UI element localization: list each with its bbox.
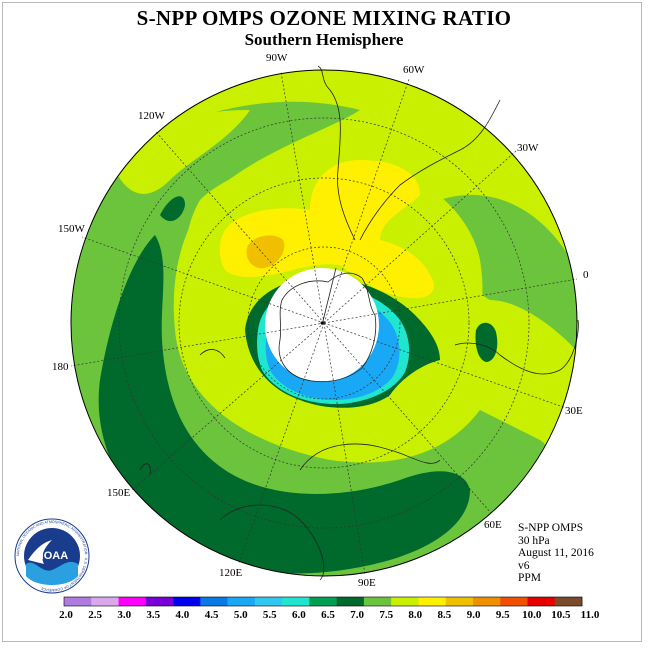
colorbar-swatches [63, 596, 583, 607]
south-america-coast [317, 65, 501, 241]
info-version: v6 [518, 559, 530, 572]
meridian-90e [323, 322, 366, 576]
antarctic-peninsula [321, 267, 337, 326]
colorbar-tick-label: 11.0 [581, 609, 600, 621]
colorbar-swatch [200, 597, 228, 606]
colorbar-swatch [91, 597, 119, 606]
lon-label-120e: 120E [219, 567, 243, 579]
south-pole-marker [320, 321, 324, 325]
colorbar-tick-label: 2.0 [59, 609, 73, 621]
ozone-dark-green-spot-west [160, 196, 185, 222]
colorbar-swatch [418, 597, 446, 606]
colorbar-swatch [527, 597, 556, 606]
noaa-logo-wave [26, 561, 78, 585]
colorbar-tick-label: 5.5 [263, 609, 277, 621]
colorbar-tick-label: 10.5 [551, 609, 571, 621]
latitude-circle-70 [247, 246, 401, 400]
lon-label-30e: 30E [565, 405, 583, 417]
latitude-circle-50 [178, 177, 470, 469]
meridian-30e [323, 322, 567, 409]
colorbar-ticks: 2.0 2.5 3.0 3.5 4.0 4.5 5.0 5.5 6.0 6.5 7.0 7.5 8.0 8… [59, 609, 600, 621]
noaa-logo-text: NOAA [36, 550, 68, 562]
colorbar-swatch [145, 597, 174, 606]
colorbar-tick-label: 5.0 [234, 609, 248, 621]
info-level: 30 hPa [518, 534, 550, 547]
colorbar-tick-label: 3.0 [117, 609, 131, 621]
meridian-180 [70, 322, 325, 367]
colorbar-tick-label: 6.5 [321, 609, 335, 621]
noaa-logo-gull [28, 540, 52, 564]
lon-label-180: 180 [52, 361, 69, 373]
ozone-region-orange [246, 235, 285, 269]
lon-label-150w: 150W [58, 223, 86, 235]
lon-label-150e: 150E [107, 487, 131, 499]
info-block: S-NPP OMPS 30 hPa August 11, 2016 v6 PPM [518, 522, 594, 585]
lon-label-60w: 60W [403, 64, 425, 76]
latitude-circle-30 [118, 117, 530, 529]
lon-label-60e: 60E [484, 519, 502, 531]
lon-label-120w: 120W [138, 110, 166, 122]
colorbar-swatch [363, 597, 392, 606]
colorbar-swatch [445, 597, 474, 606]
ozone-region-lime-nw [115, 110, 250, 194]
colorbar-swatch [173, 597, 201, 606]
lon-label-90w: 90W [266, 52, 288, 64]
colorbar-border [63, 596, 583, 607]
colorbar-tick-label: 8.0 [408, 609, 422, 621]
colorbar-swatch [554, 597, 583, 606]
colorbar-tick-label: 9.0 [467, 609, 481, 621]
colorbar-swatch [227, 597, 256, 606]
graticule [70, 71, 578, 576]
colorbar-tick-label: 6.0 [292, 609, 306, 621]
antarctica-coast [278, 272, 377, 383]
info-date: August 11, 2016 [518, 547, 594, 560]
colorbar-swatch [500, 597, 528, 606]
meridian-60w [323, 78, 410, 324]
meridian-120e [238, 322, 325, 564]
colorbar-swatch [64, 597, 92, 606]
map-title: S-NPP OMPS OZONE MIXING RATIO [136, 6, 512, 30]
australia-coast [219, 443, 441, 581]
colorbar-swatch [118, 597, 147, 606]
colorbar-tick-label: 9.5 [496, 609, 510, 621]
meridian-90w [280, 71, 325, 324]
lon-label-0: 0 [583, 269, 589, 281]
map-disc-border [70, 69, 578, 577]
colorbar-tick-label: 7.5 [379, 609, 393, 621]
colorbar-swatch [391, 597, 419, 606]
africa-south-coast [454, 319, 579, 375]
colorbar-swatch [282, 597, 310, 606]
colorbar-swatch [309, 597, 337, 606]
map-subtitle: Southern Hemisphere [244, 30, 404, 49]
new-zealand-coast [139, 349, 226, 476]
meridian-30w [323, 150, 517, 324]
ozone-region-green-east [440, 194, 577, 360]
colorbar-swatch [336, 597, 365, 606]
colorbar-tick-label: 4.5 [205, 609, 219, 621]
colorbar-tick-label: 3.5 [146, 609, 160, 621]
colorbar-swatch [254, 597, 283, 606]
colorbar-tick-label: 8.5 [438, 609, 452, 621]
colorbar-tick-label: 2.5 [88, 609, 102, 621]
lon-label-90e: 90E [358, 577, 376, 589]
ozone-dark-green-band [98, 235, 470, 574]
meridian-0 [323, 278, 578, 324]
colorbar-tick-label: 4.0 [176, 609, 190, 621]
noaa-logo: NOAA NATIONAL OCEANIC AND ATMOSPHERIC AD… [14, 518, 90, 594]
colorbar-tick-label: 10.0 [522, 609, 542, 621]
coastlines [139, 65, 579, 581]
colorbar-tick-label: 7.0 [350, 609, 364, 621]
meridian-150e [131, 322, 325, 491]
lon-label-30w: 30W [517, 142, 539, 154]
info-instrument: S-NPP OMPS [518, 522, 584, 534]
info-units: PPM [518, 572, 542, 585]
meridian-150w [81, 236, 325, 324]
colorbar-swatch [472, 597, 501, 606]
ozone-dark-green-spot-east [475, 322, 498, 362]
